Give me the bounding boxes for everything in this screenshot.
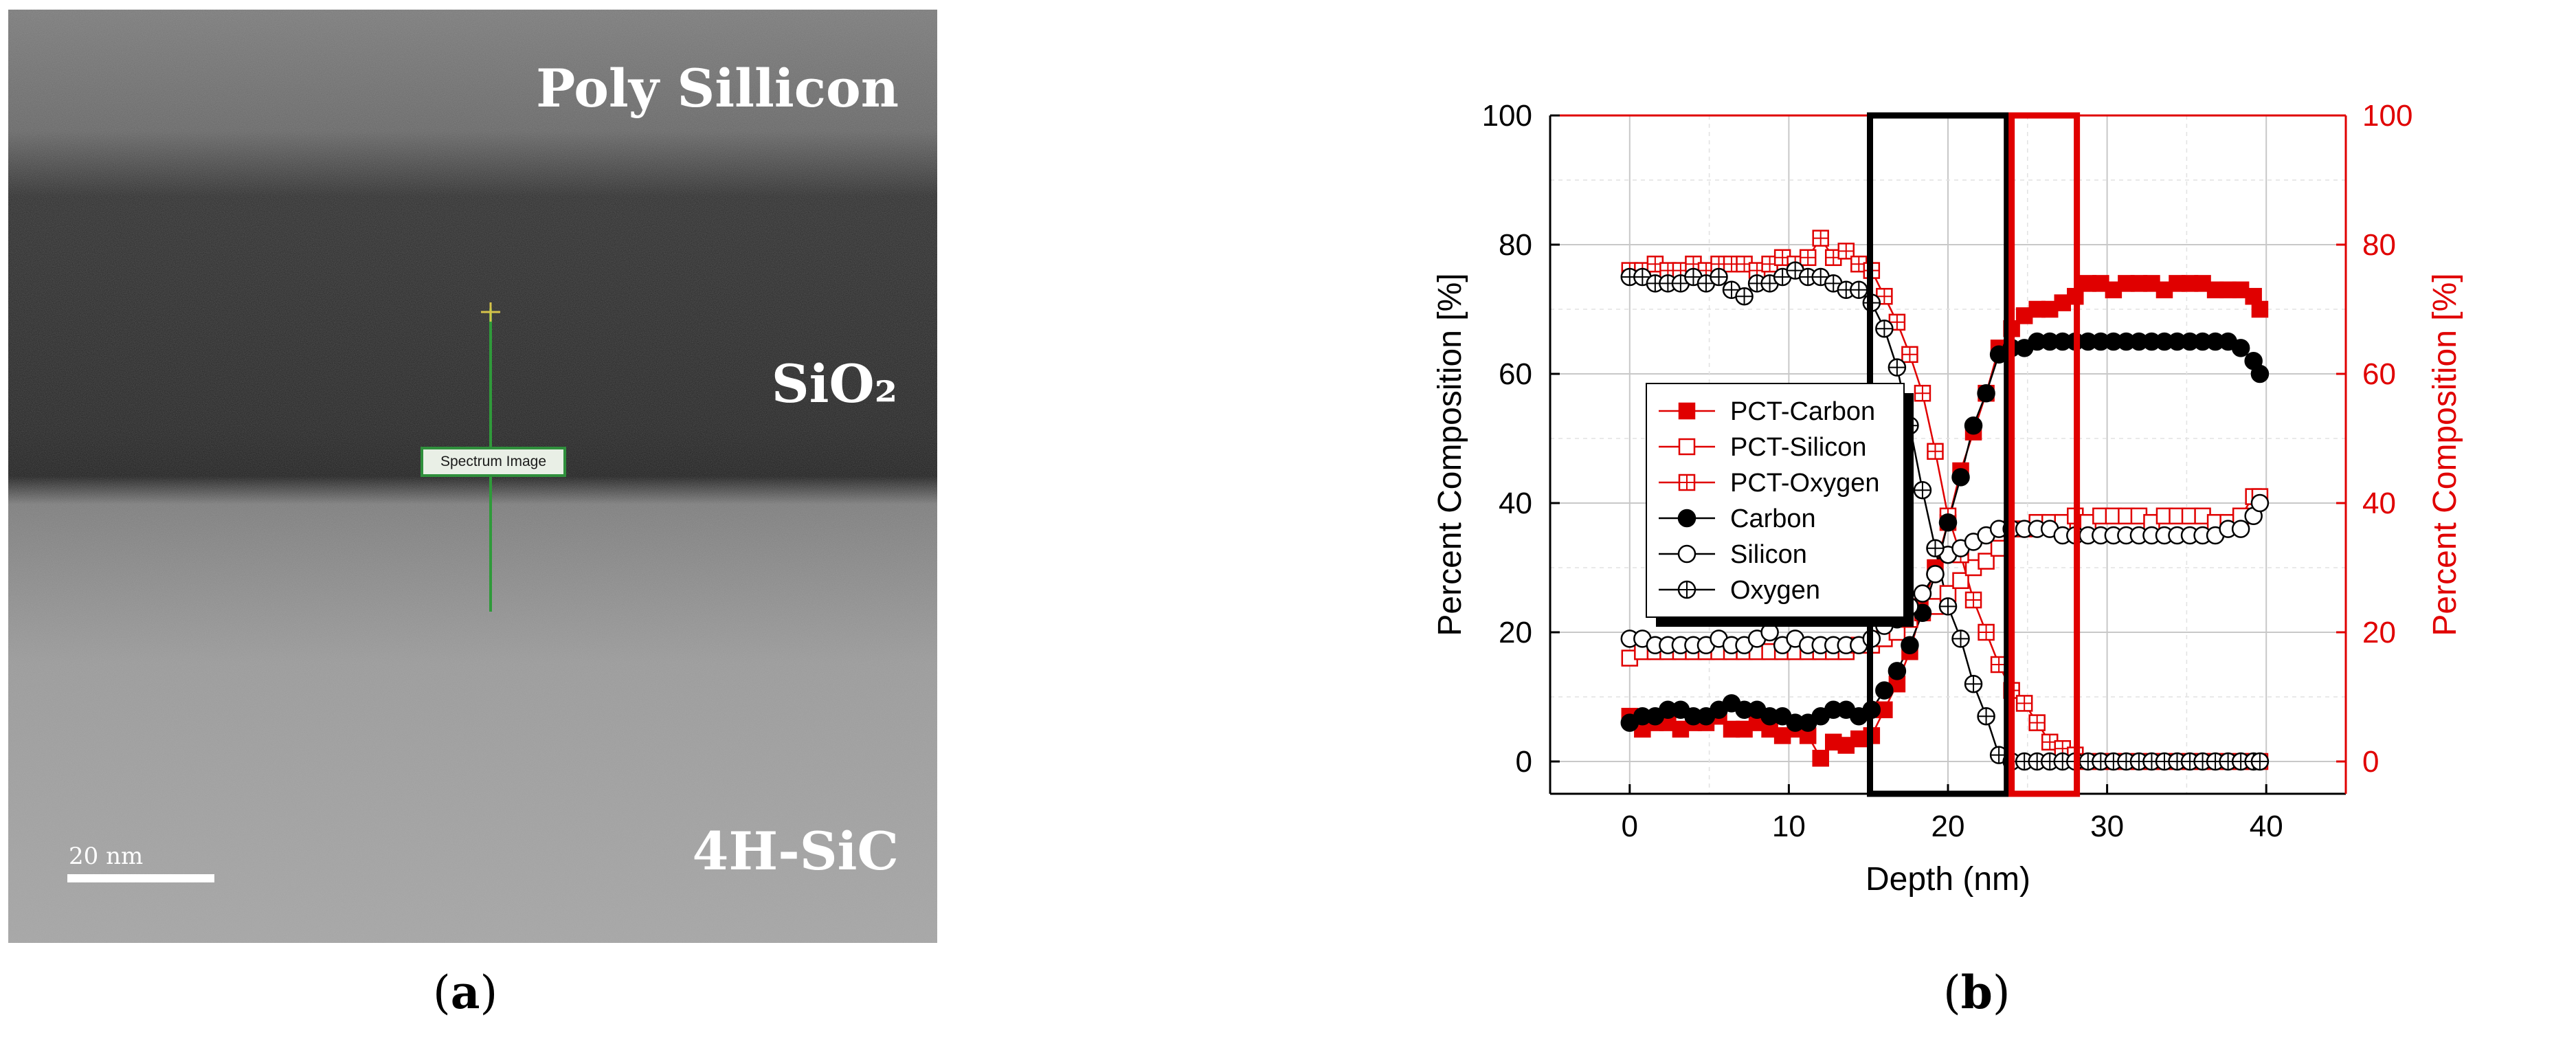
y-tick-label-left: 0 xyxy=(1516,745,1532,779)
point-pct-carbon xyxy=(1812,750,1829,767)
point-carbon xyxy=(1951,468,1970,487)
point-carbon xyxy=(1977,383,1995,403)
spectrum-image-label[interactable]: Spectrum Image xyxy=(421,447,566,477)
tem-micrograph: Poly Sillicon SiO₂ 4H-SiC Spectrum Image… xyxy=(8,10,937,943)
legend-label-pct-oxygen: PCT-Oxygen xyxy=(1730,469,1880,498)
y-tick-label-right: 0 xyxy=(2362,745,2379,779)
legend-label-pct-carbon: PCT-Carbon xyxy=(1730,397,1875,426)
x-tick-label: 0 xyxy=(1622,810,1638,843)
y-tick-label-right: 80 xyxy=(2362,228,2396,262)
x-tick-label: 40 xyxy=(2250,810,2283,843)
y-tick-label-right: 40 xyxy=(2362,487,2396,520)
x-axis-label: Depth (nm) xyxy=(1866,861,2030,898)
point-silicon xyxy=(1926,565,1945,583)
highlight-box-red xyxy=(2008,112,2081,797)
layer-label-poly-silicon: Poly Sillicon xyxy=(536,58,899,119)
point-pct-silicon xyxy=(1978,553,1995,570)
legend-label-carbon: Carbon xyxy=(1730,504,1816,533)
point-pct-silicon xyxy=(1952,572,1969,590)
y-tick-label-left: 40 xyxy=(1499,487,1532,520)
caption-a-letter: a xyxy=(450,966,480,1019)
y-axis-label-right: Percent Composition [%] xyxy=(2427,273,2463,636)
y-tick-label-left: 60 xyxy=(1499,357,1532,391)
x-tick-label: 10 xyxy=(1772,810,1806,843)
point-carbon xyxy=(2250,364,2270,383)
x-tick-label: 20 xyxy=(1931,810,1965,843)
y-tick-label-left: 100 xyxy=(1482,99,1532,133)
caption-b: (b) xyxy=(1943,966,2011,1019)
layer-label-4h-sic: 4H-SiC xyxy=(692,821,899,882)
x-tick-label: 30 xyxy=(2090,810,2124,843)
legend-marker-silicon xyxy=(1677,544,1696,564)
y-tick-label-left: 80 xyxy=(1499,228,1532,262)
point-silicon xyxy=(1913,584,1932,603)
y-tick-label-right: 60 xyxy=(2362,357,2396,391)
scale-bar-label: 20 nm xyxy=(69,843,144,870)
caption-b-letter: b xyxy=(1960,966,1993,1019)
legend-label-pct-silicon: PCT-Silicon xyxy=(1730,433,1867,462)
point-carbon xyxy=(1964,416,1983,435)
point-pct-carbon xyxy=(2251,300,2269,318)
point-carbon xyxy=(2231,339,2250,357)
caption-a: (a) xyxy=(433,966,498,1019)
layer-label-sio2: SiO₂ xyxy=(771,353,897,414)
legend-marker-carbon xyxy=(1677,509,1696,528)
y-tick-label-right: 20 xyxy=(2362,616,2396,649)
legend-label-silicon: Silicon xyxy=(1730,540,1807,569)
point-silicon xyxy=(2250,493,2270,513)
legend-marker-pct-carbon xyxy=(1678,402,1696,420)
point-carbon xyxy=(1888,662,1907,680)
point-carbon xyxy=(1938,513,1958,532)
y-tick-label-left: 20 xyxy=(1499,616,1532,649)
legend-label-oxygen: Oxygen xyxy=(1730,576,1820,605)
legend xyxy=(1646,383,1905,618)
point-silicon xyxy=(2231,520,2250,538)
composition-chart: 0 10 20 30 40 0 0 20 20 40 40 60 60 80 80 100 100 Depth (… xyxy=(1432,99,2463,898)
point-carbon xyxy=(1901,636,1919,655)
point-carbon xyxy=(1875,681,1894,700)
y-axis-label-left: Percent Composition [%] xyxy=(1432,273,1468,636)
scale-bar xyxy=(67,874,214,882)
y-tick-label-right: 100 xyxy=(2362,99,2412,133)
legend-marker-pct-silicon xyxy=(1678,438,1696,456)
